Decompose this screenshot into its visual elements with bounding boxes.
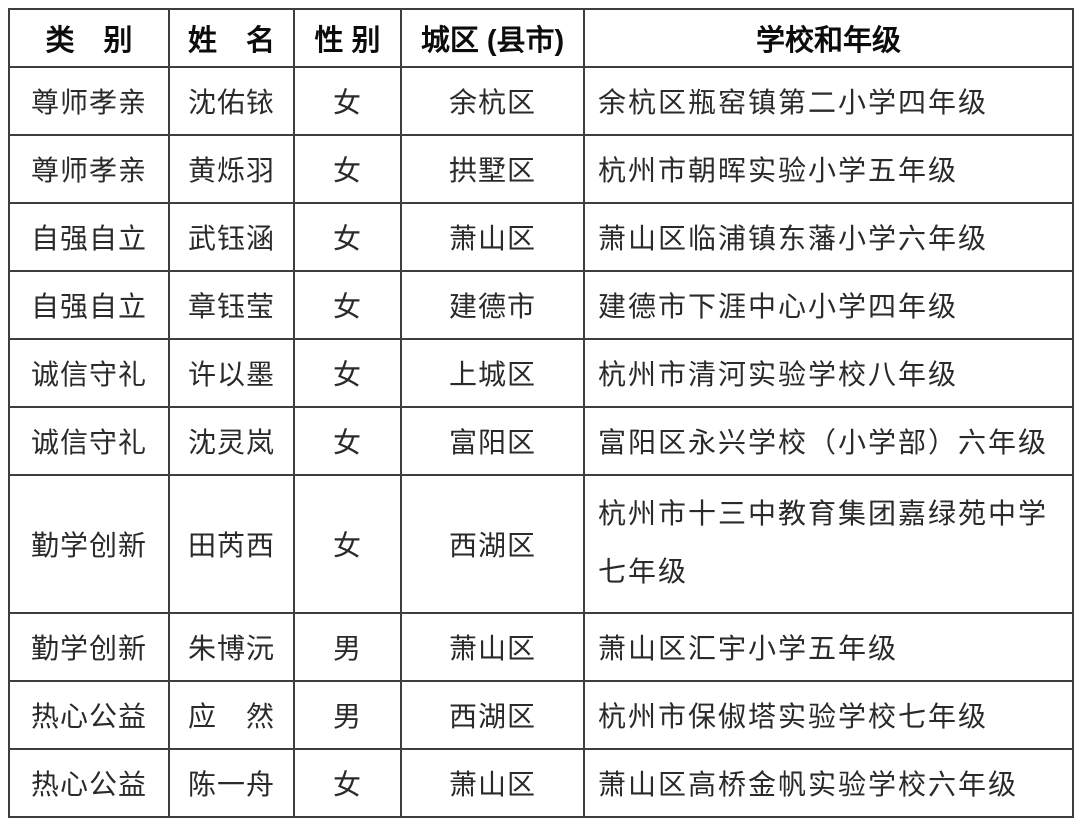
cell-district: 拱墅区: [400, 134, 585, 204]
cell-name: 武钰涵: [168, 202, 295, 272]
header-gender: 性 别: [293, 8, 402, 68]
cell-gender: 男: [293, 680, 402, 750]
cell-school: 杭州市朝晖实验小学五年级: [583, 134, 1074, 204]
table-row: 尊师孝亲 黄烁羽 女 拱墅区 杭州市朝晖实验小学五年级: [8, 134, 1074, 204]
header-category: 类 别: [8, 8, 170, 68]
cell-gender: 男: [293, 612, 402, 682]
cell-name: 田芮西: [168, 474, 295, 614]
cell-category: 诚信守礼: [8, 406, 170, 476]
cell-category: 勤学创新: [8, 612, 170, 682]
cell-district: 富阳区: [400, 406, 585, 476]
cell-school: 杭州市清河实验学校八年级: [583, 338, 1074, 408]
cell-category: 尊师孝亲: [8, 134, 170, 204]
header-school: 学校和年级: [583, 8, 1074, 68]
cell-gender: 女: [293, 748, 402, 818]
cell-district: 上城区: [400, 338, 585, 408]
cell-gender: 女: [293, 66, 402, 136]
cell-school: 萧山区临浦镇东藩小学六年级: [583, 202, 1074, 272]
cell-district: 萧山区: [400, 202, 585, 272]
table-row: 自强自立 章钰莹 女 建德市 建德市下涯中心小学四年级: [8, 270, 1074, 340]
cell-name: 陈一舟: [168, 748, 295, 818]
cell-school: 杭州市保俶塔实验学校七年级: [583, 680, 1074, 750]
cell-name: 朱博沅: [168, 612, 295, 682]
header-district: 城区 (县市): [400, 8, 585, 68]
header-row: 类 别 姓 名 性 别 城区 (县市) 学校和年级: [8, 8, 1074, 68]
cell-category: 尊师孝亲: [8, 66, 170, 136]
table-row: 诚信守礼 许以墨 女 上城区 杭州市清河实验学校八年级: [8, 338, 1074, 408]
awards-table: 类 别 姓 名 性 别 城区 (县市) 学校和年级 尊师孝亲 沈佑铱 女 余杭区…: [8, 8, 1074, 818]
cell-school: 建德市下涯中心小学四年级: [583, 270, 1074, 340]
cell-gender: 女: [293, 134, 402, 204]
cell-gender: 女: [293, 338, 402, 408]
table-row: 勤学创新 田芮西 女 西湖区 杭州市十三中教育集团嘉绿苑中学 七年级: [8, 474, 1074, 614]
cell-name: 沈佑铱: [168, 66, 295, 136]
table-row: 诚信守礼 沈灵岚 女 富阳区 富阳区永兴学校（小学部）六年级: [8, 406, 1074, 476]
cell-district: 萧山区: [400, 612, 585, 682]
table-row: 热心公益 陈一舟 女 萧山区 萧山区高桥金帆实验学校六年级: [8, 748, 1074, 818]
header-name: 姓 名: [168, 8, 295, 68]
table-row: 勤学创新 朱博沅 男 萧山区 萧山区汇宇小学五年级: [8, 612, 1074, 682]
cell-category: 自强自立: [8, 202, 170, 272]
cell-category: 热心公益: [8, 748, 170, 818]
cell-category: 热心公益: [8, 680, 170, 750]
cell-name: 黄烁羽: [168, 134, 295, 204]
cell-name: 许以墨: [168, 338, 295, 408]
cell-district: 西湖区: [400, 680, 585, 750]
cell-name: 沈灵岚: [168, 406, 295, 476]
cell-school: 萧山区汇宇小学五年级: [583, 612, 1074, 682]
table-row: 热心公益 应 然 男 西湖区 杭州市保俶塔实验学校七年级: [8, 680, 1074, 750]
table-row: 尊师孝亲 沈佑铱 女 余杭区 余杭区瓶窑镇第二小学四年级: [8, 66, 1074, 136]
cell-category: 自强自立: [8, 270, 170, 340]
cell-school: 余杭区瓶窑镇第二小学四年级: [583, 66, 1074, 136]
cell-gender: 女: [293, 270, 402, 340]
cell-school: 富阳区永兴学校（小学部）六年级: [583, 406, 1074, 476]
table-row: 自强自立 武钰涵 女 萧山区 萧山区临浦镇东藩小学六年级: [8, 202, 1074, 272]
cell-gender: 女: [293, 474, 402, 614]
cell-category: 勤学创新: [8, 474, 170, 614]
cell-district: 萧山区: [400, 748, 585, 818]
cell-school: 萧山区高桥金帆实验学校六年级: [583, 748, 1074, 818]
cell-district: 建德市: [400, 270, 585, 340]
cell-district: 西湖区: [400, 474, 585, 614]
cell-district: 余杭区: [400, 66, 585, 136]
cell-school: 杭州市十三中教育集团嘉绿苑中学 七年级: [583, 474, 1074, 614]
cell-gender: 女: [293, 202, 402, 272]
cell-category: 诚信守礼: [8, 338, 170, 408]
cell-name: 章钰莹: [168, 270, 295, 340]
cell-gender: 女: [293, 406, 402, 476]
cell-name: 应 然: [168, 680, 295, 750]
